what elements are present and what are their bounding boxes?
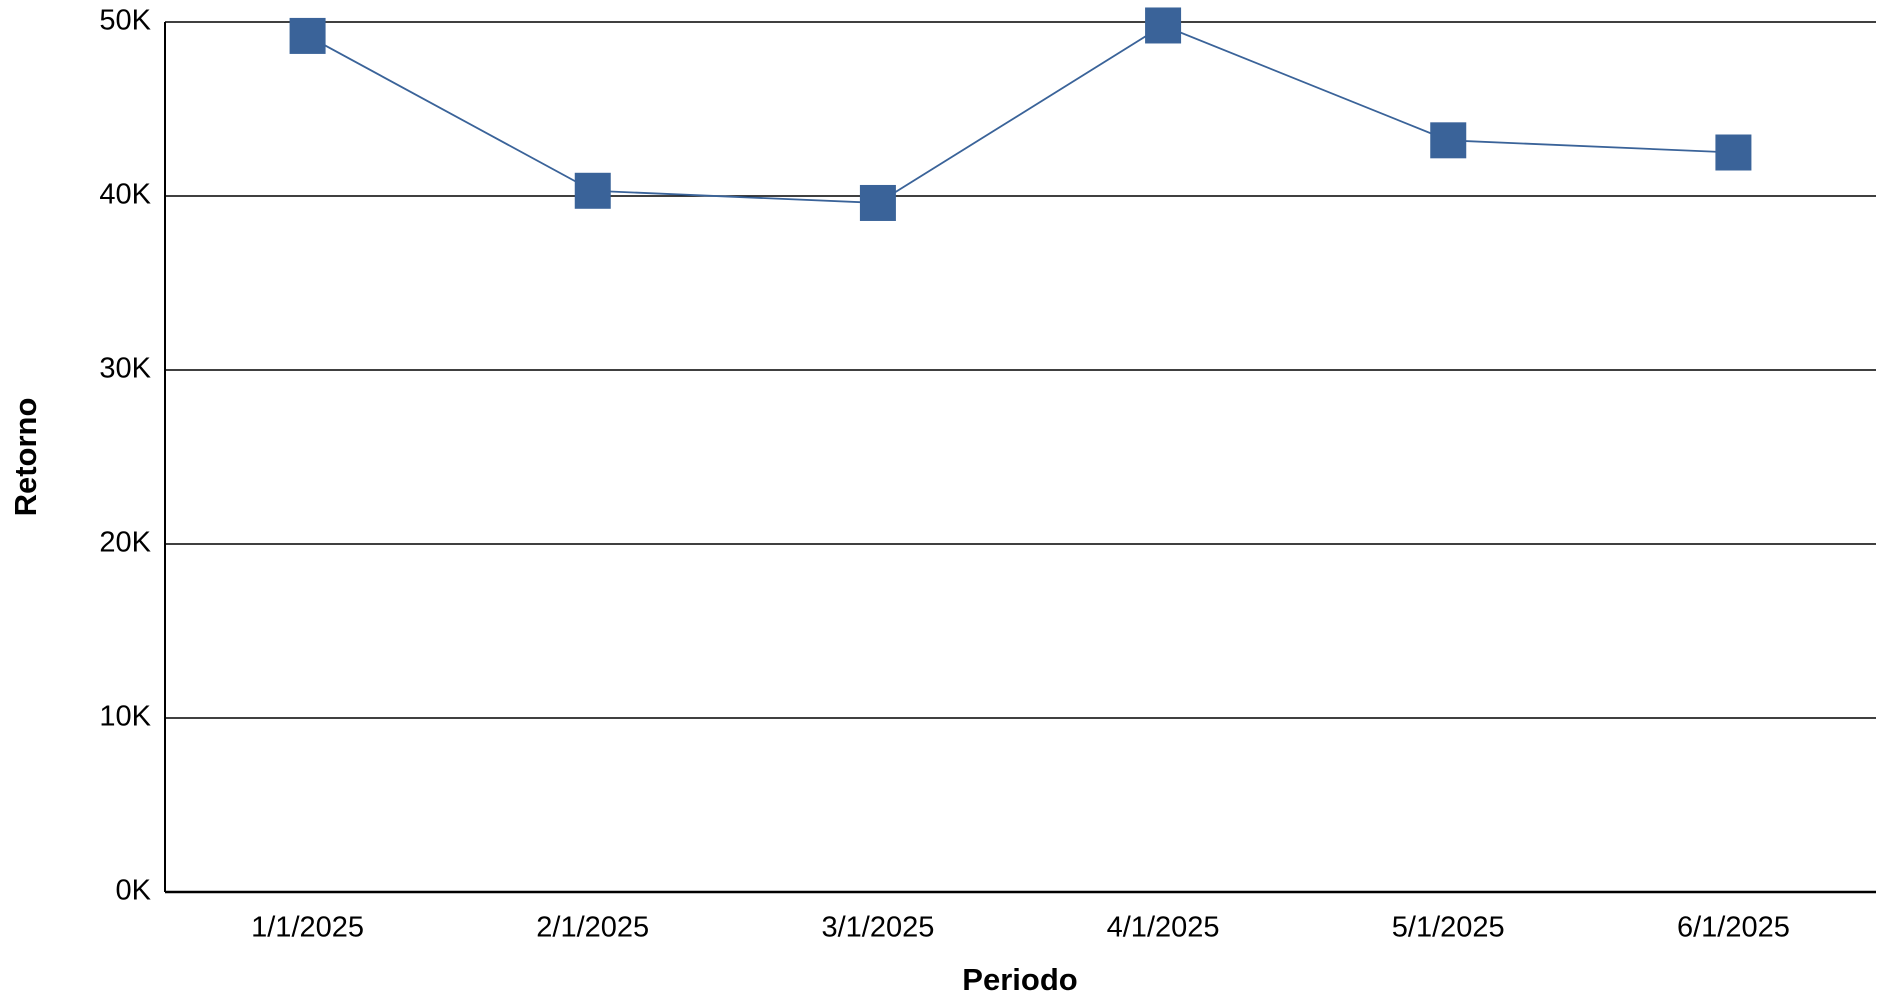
x-axis-title: Periodo <box>962 962 1077 997</box>
marker <box>289 17 326 54</box>
marker <box>859 184 896 221</box>
x-tick-label: 1/1/2025 <box>251 912 364 944</box>
x-tick-label: 5/1/2025 <box>1392 912 1505 944</box>
marker <box>1430 122 1467 159</box>
x-tick-label: 6/1/2025 <box>1677 912 1790 944</box>
y-tick-label: 10K <box>99 701 151 733</box>
y-tick-label: 40K <box>99 179 151 211</box>
marker <box>574 172 611 209</box>
y-tick-label: 30K <box>99 353 151 385</box>
y-tick-label: 20K <box>99 527 151 559</box>
y-tick-label: 50K <box>99 5 151 37</box>
marker <box>1715 134 1752 171</box>
line <box>307 24 1734 204</box>
x-tick-label: 2/1/2025 <box>536 912 649 944</box>
x-tick-label: 4/1/2025 <box>1107 912 1220 944</box>
y-axis-title: Retorno <box>8 398 43 517</box>
x-tick-label: 3/1/2025 <box>821 912 934 944</box>
y-tick-label: 0K <box>116 875 152 907</box>
marker <box>1145 7 1182 44</box>
